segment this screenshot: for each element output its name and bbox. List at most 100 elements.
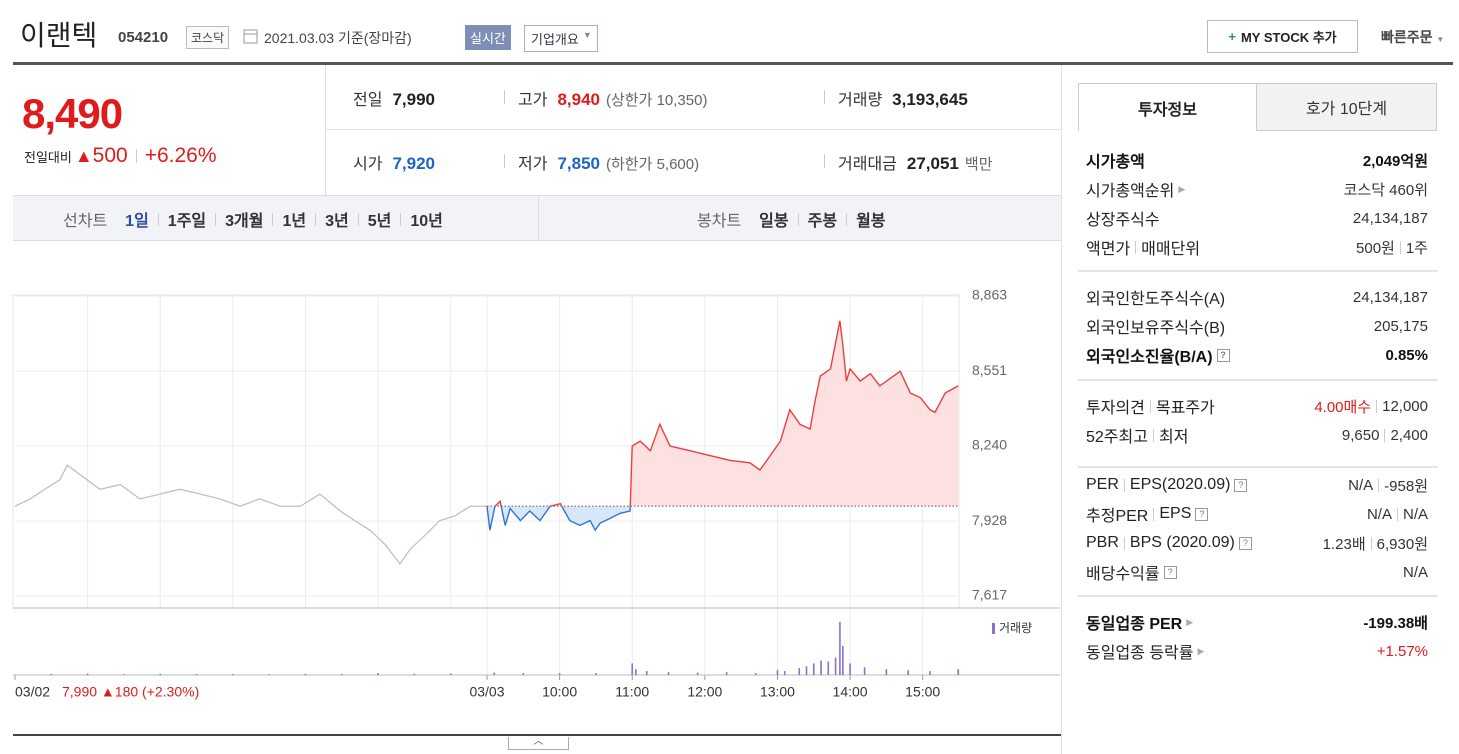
period-item[interactable]: 3년 [325,213,349,230]
info-value: N/A -958원 [1348,475,1428,496]
info-row: 동일업종 PER ▶ -199.38배 [1086,609,1428,635]
volume-bar [839,621,841,675]
current-price: 8,490 [22,90,123,137]
label-part: 외국인소진율(B/A) [1086,349,1213,366]
volume-bar [929,671,931,675]
quote-label: 시가 [353,156,383,173]
label-sep [1153,507,1155,521]
help-icon[interactable]: ? [1195,507,1209,521]
tab[interactable]: 호가 10단계 [1256,83,1437,131]
period-item[interactable]: 1년 [282,213,307,230]
period-item[interactable]: 월봉 [856,213,886,230]
info-row: 상장주식수 24,134,187 [1086,205,1428,231]
section-divider [1078,595,1438,597]
period-item[interactable]: 주봉 [807,213,838,230]
volume-bar [159,673,162,675]
volume-bar [907,670,909,675]
quote-value: 7,850 [557,154,600,173]
stock-name: 이랜텍 [20,20,98,51]
info-value: 24,134,187 [1353,210,1428,227]
value-part: 24,134,187 [1352,209,1428,227]
collapse-button[interactable]: ︿ [508,737,569,750]
volume-bar [725,672,728,675]
quote-value: 8,940 [557,90,600,109]
volume-bar [304,673,307,675]
volume-bar [195,674,198,675]
value-sep [1396,507,1398,521]
info-value: 0.85% [1385,347,1428,364]
info-value: 205,175 [1374,318,1428,335]
section-divider [1078,270,1438,272]
label-part: 외국인보유주식수(B) [1086,320,1226,337]
label-part: 추정PER [1086,508,1149,525]
period-item[interactable]: 1주일 [167,213,207,230]
divider [1061,65,1062,754]
help-icon[interactable]: ? [1163,565,1177,579]
info-row: 투자의견 목표주가 4.00매수 12,000 [1086,393,1428,419]
info-row: PBR BPS (2020.09)? 1.23배 6,930원 [1086,530,1428,556]
info-label: 외국인보유주식수(B) [1086,314,1225,338]
volume-bar [86,673,89,675]
label-part: 동일업종 PER [1086,616,1183,633]
quote-value: 7,920 [392,154,435,173]
divider [538,196,539,240]
help-icon[interactable]: ? [1216,348,1230,362]
volume-bar [885,669,888,675]
quote-note: (하한가 5,600) [606,156,700,173]
x-tick-label: 03/03 [469,684,504,700]
label-part: 최저 [1158,429,1189,446]
value-part: 2,049억원 [1362,152,1428,170]
help-icon[interactable]: ? [1238,536,1252,550]
info-label: 시가총액 [1086,148,1145,172]
period-item[interactable]: 1일 [125,213,149,230]
volume-bar [798,668,801,675]
volume-bar [667,672,670,675]
period-item[interactable]: 일봉 [759,213,789,230]
value-part: N/A [1402,563,1428,581]
label-part: PBR [1086,534,1119,551]
value-part: 9,650 [1341,426,1380,444]
volume-bar [805,666,808,675]
value-part: 4.00매수 [1314,398,1372,416]
quote-label: 전일 [353,92,383,109]
period-sep [846,212,848,226]
info-label: 시가총액순위 ▶ [1086,177,1185,201]
info-value: N/A N/A [1367,506,1428,523]
stock-code: 054210 [118,29,169,46]
period-item[interactable]: 3개월 [225,213,264,230]
value-part: 2,400 [1390,426,1428,444]
help-icon[interactable]: ? [1234,478,1248,492]
label-part: 시가총액순위 [1086,183,1175,200]
legend-swatch [992,623,995,634]
info-row: 시가총액 2,049억원 [1086,147,1428,173]
label-sep [1123,478,1125,492]
period-sep [315,212,317,226]
quick-order[interactable]: 빠른주문 ▼ [1381,29,1445,45]
volume-bar [957,669,960,675]
quote-cell: 전일 7,990 [353,86,435,110]
y-tick-label: 7,928 [972,512,1007,528]
info-value: +1.57% [1377,643,1428,660]
volume-bar [645,671,648,675]
cell-sep [504,154,505,168]
cell-sep [824,154,825,168]
tab[interactable]: 투자정보 [1078,83,1257,131]
label-part: 액면가 [1086,241,1131,258]
mystock-button[interactable]: + MY STOCK 추가 [1207,20,1358,53]
section-divider [1078,466,1438,468]
volume-bar [558,673,561,675]
quote-cell: 저가 7,850 (하한가 5,600) [504,150,700,174]
label-part: PER [1086,476,1119,493]
label-sep [1149,399,1151,413]
label-part: 외국인한도주식수(A) [1086,291,1226,308]
label-part: 동일업종 등락률 [1086,645,1194,662]
period-item[interactable]: 5년 [367,213,392,230]
calendar-icon [243,29,258,44]
y-tick-label: 7,617 [972,587,1007,603]
company-button[interactable]: 기업개요 ▼ [524,25,598,52]
value-part: +1.57% [1376,642,1428,660]
x-tick-label: 03/02 [15,684,50,700]
info-row: PER EPS(2020.09)? N/A -958원 [1086,472,1428,498]
period-item[interactable]: 10년 [410,213,443,230]
change-row: 전일대비 ▲ 500 +6.26% [24,144,217,168]
